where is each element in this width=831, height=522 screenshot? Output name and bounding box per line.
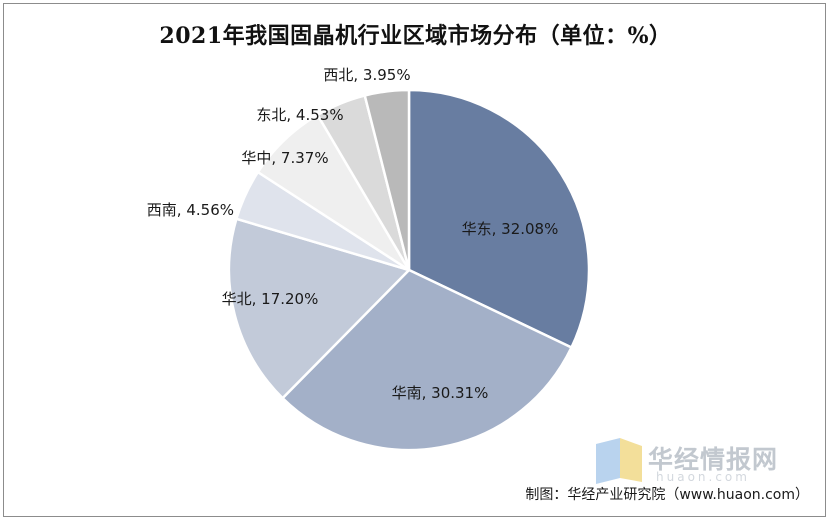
watermark-subtext: huaon.com <box>656 470 750 484</box>
slice-label-华北: 华北, 17.20% <box>222 290 319 308</box>
watermark-text: 华经情报网 <box>648 445 779 474</box>
pie-slice-华南 <box>281 268 573 452</box>
source-note: 制图：华经产业研究院（www.huaon.com） <box>525 487 809 503</box>
slice-label-华东: 华东, 32.08% <box>462 220 559 238</box>
watermark-logo-icon <box>596 438 642 484</box>
pie-slice-西北 <box>363 88 411 272</box>
slice-label-华南: 华南, 30.31% <box>392 384 489 402</box>
pie-slices <box>227 88 591 452</box>
slice-label-西南: 西南, 4.56% <box>147 201 234 219</box>
pie-labels: 华东, 32.08% 华南, 30.31% 华北, 17.20% 西南, 4.56% 华… <box>147 66 559 402</box>
watermark: 华经情报网 huaon.com <box>592 436 822 486</box>
pie-slice-华东 <box>407 88 591 349</box>
slice-label-西北: 西北, 3.95% <box>323 66 410 84</box>
pie-slice-华北 <box>227 217 411 400</box>
chart-title: 2021年我国固晶机行业区域市场分布（单位：%） <box>159 23 672 49</box>
slice-label-华中: 华中, 7.37% <box>241 149 328 167</box>
slice-label-东北: 东北, 4.53% <box>256 106 343 124</box>
